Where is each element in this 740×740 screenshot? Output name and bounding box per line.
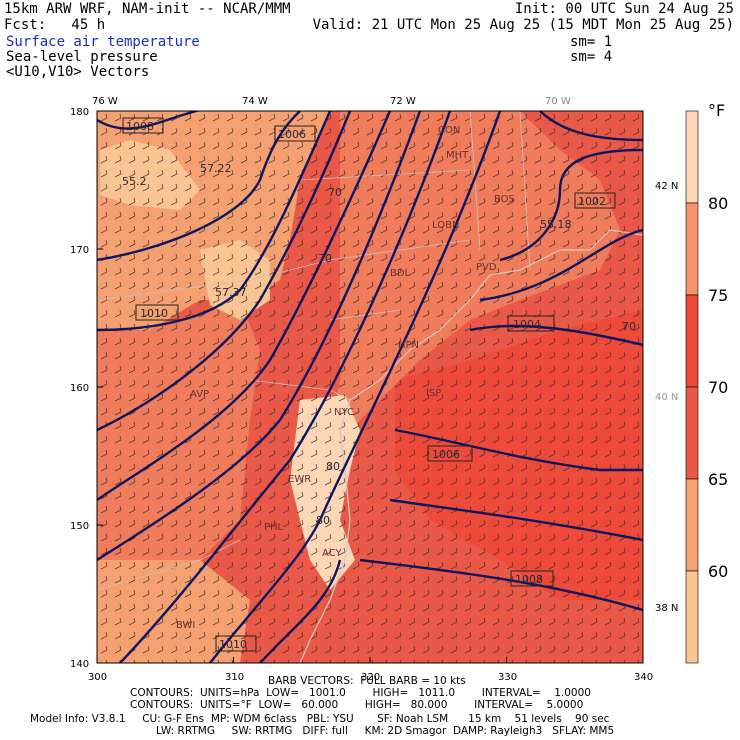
legend-unit: °F [708, 101, 725, 120]
isobar [97, 111, 332, 332]
field-pressure-smoothing: sm= 4 [570, 49, 613, 65]
isobar-label: 1010 [219, 638, 247, 651]
longitude-label: 72 W [390, 96, 416, 107]
latitude-label: 38 N [655, 603, 678, 614]
isobar [119, 111, 452, 663]
temperature-contour-info: CONTOURS: UNITS=°F LOW= 60.000 HIGH= 80.… [130, 699, 584, 711]
station-label: BWI [176, 620, 195, 631]
isobar-label: 1002 [578, 195, 606, 208]
station-label: ACY [322, 548, 342, 559]
valid-time: Valid: 21 UTC Mon 25 Aug 25 (15 MDT Mon … [312, 17, 734, 33]
legend-label: 60 [708, 562, 728, 581]
isobar [539, 111, 643, 142]
isobar [469, 324, 643, 347]
longitude-label: 76 W [92, 96, 118, 107]
longitude-label: 70 W [545, 96, 571, 107]
isobar-label: 1008 [126, 120, 154, 133]
temperature-label: 70 [328, 186, 342, 199]
pressure-contour-info: CONTOURS: UNITS=hPa LOW= 1001.0 HIGH= 10… [130, 687, 591, 699]
isobar [499, 148, 643, 262]
x-tick-label: 340 [634, 672, 653, 683]
isobar-label: 1008 [515, 573, 543, 586]
temperature-label: 80 [316, 514, 330, 527]
y-tick-label: 160 [70, 383, 89, 394]
temperature-label: 57.37 [215, 286, 247, 299]
longitude-label: 74 W [242, 96, 268, 107]
isobar-label: 1006 [278, 128, 306, 141]
temperature-label: 70 [318, 252, 332, 265]
temperature-label: 80 [326, 460, 340, 473]
isobar-label: 1010 [140, 307, 168, 320]
isobar-label: 1006 [432, 448, 460, 461]
y-tick-label: 180 [70, 107, 89, 118]
x-tick-label: 320 [361, 672, 380, 683]
station-label: EWR [288, 474, 311, 485]
temperature-label: 57.22 [200, 162, 232, 175]
init-time: Init: 00 UTC Sun 24 Aug 25 [514, 1, 734, 17]
y-tick-label: 150 [70, 521, 89, 532]
field-temperature-label: Surface air temperature [6, 34, 200, 50]
station-label: BDL [390, 268, 411, 279]
isobar [394, 428, 643, 472]
isobar [359, 558, 643, 612]
isobar [389, 498, 643, 542]
legend-label: 65 [708, 470, 728, 489]
x-tick-label: 300 [88, 672, 107, 683]
temperature-label: 55.2 [122, 175, 147, 188]
legend-label: 70 [708, 378, 728, 397]
station-label: PVD [476, 262, 497, 273]
field-temperature-smoothing: sm= 1 [570, 34, 613, 50]
isobar [209, 111, 502, 663]
coastline [299, 229, 643, 663]
forecast-hour: Fcst: 45 h [4, 17, 106, 33]
model-title: 15km ARW WRF, NAM-init -- NCAR/MMM [4, 1, 291, 17]
station-label: MHT [446, 150, 469, 161]
station-label: PHL [264, 522, 284, 533]
temperature-label: 70 [622, 320, 636, 333]
station-label: LOBN [432, 220, 459, 231]
station-label: BOS [494, 194, 515, 205]
station-label: HPN [398, 340, 419, 351]
temperature-label: 55.18 [540, 218, 572, 231]
x-tick-label: 310 [225, 672, 244, 683]
field-vectors-label: <U10,V10> Vectors [6, 64, 150, 80]
y-tick-label: 170 [70, 245, 89, 256]
barb-info: BARB VECTORS: FULL BARB = 10 kts [268, 675, 466, 687]
station-label: ISP [426, 388, 441, 399]
station-label: AVP [190, 389, 209, 400]
x-tick-label: 330 [498, 672, 517, 683]
color-legend: °F 80 75 70 65 60 [685, 101, 728, 664]
model-physics: LW: RRTMG SW: RRTMG DIFF: full KM: 2D Sm… [156, 725, 615, 737]
isobar [97, 111, 422, 562]
station-label: CON [438, 125, 460, 136]
isobar [97, 111, 301, 262]
isobar [97, 111, 392, 501]
station-label: NYC [334, 407, 354, 418]
isobar-label: 1004 [513, 318, 541, 331]
field-pressure-label: Sea-level pressure [6, 49, 158, 65]
y-tick-label: 140 [70, 659, 89, 670]
legend-label: 80 [708, 194, 728, 213]
latitude-label: 40 N [655, 392, 678, 403]
legend-label: 75 [708, 286, 728, 305]
isobar [97, 111, 352, 432]
isobar [259, 559, 342, 663]
model-info: Model Info: V3.8.1 CU: G-F Ens MP: WDM 6… [30, 713, 610, 725]
isobar [97, 111, 201, 130]
latitude-label: 42 N [655, 181, 678, 192]
isobar [479, 228, 643, 302]
